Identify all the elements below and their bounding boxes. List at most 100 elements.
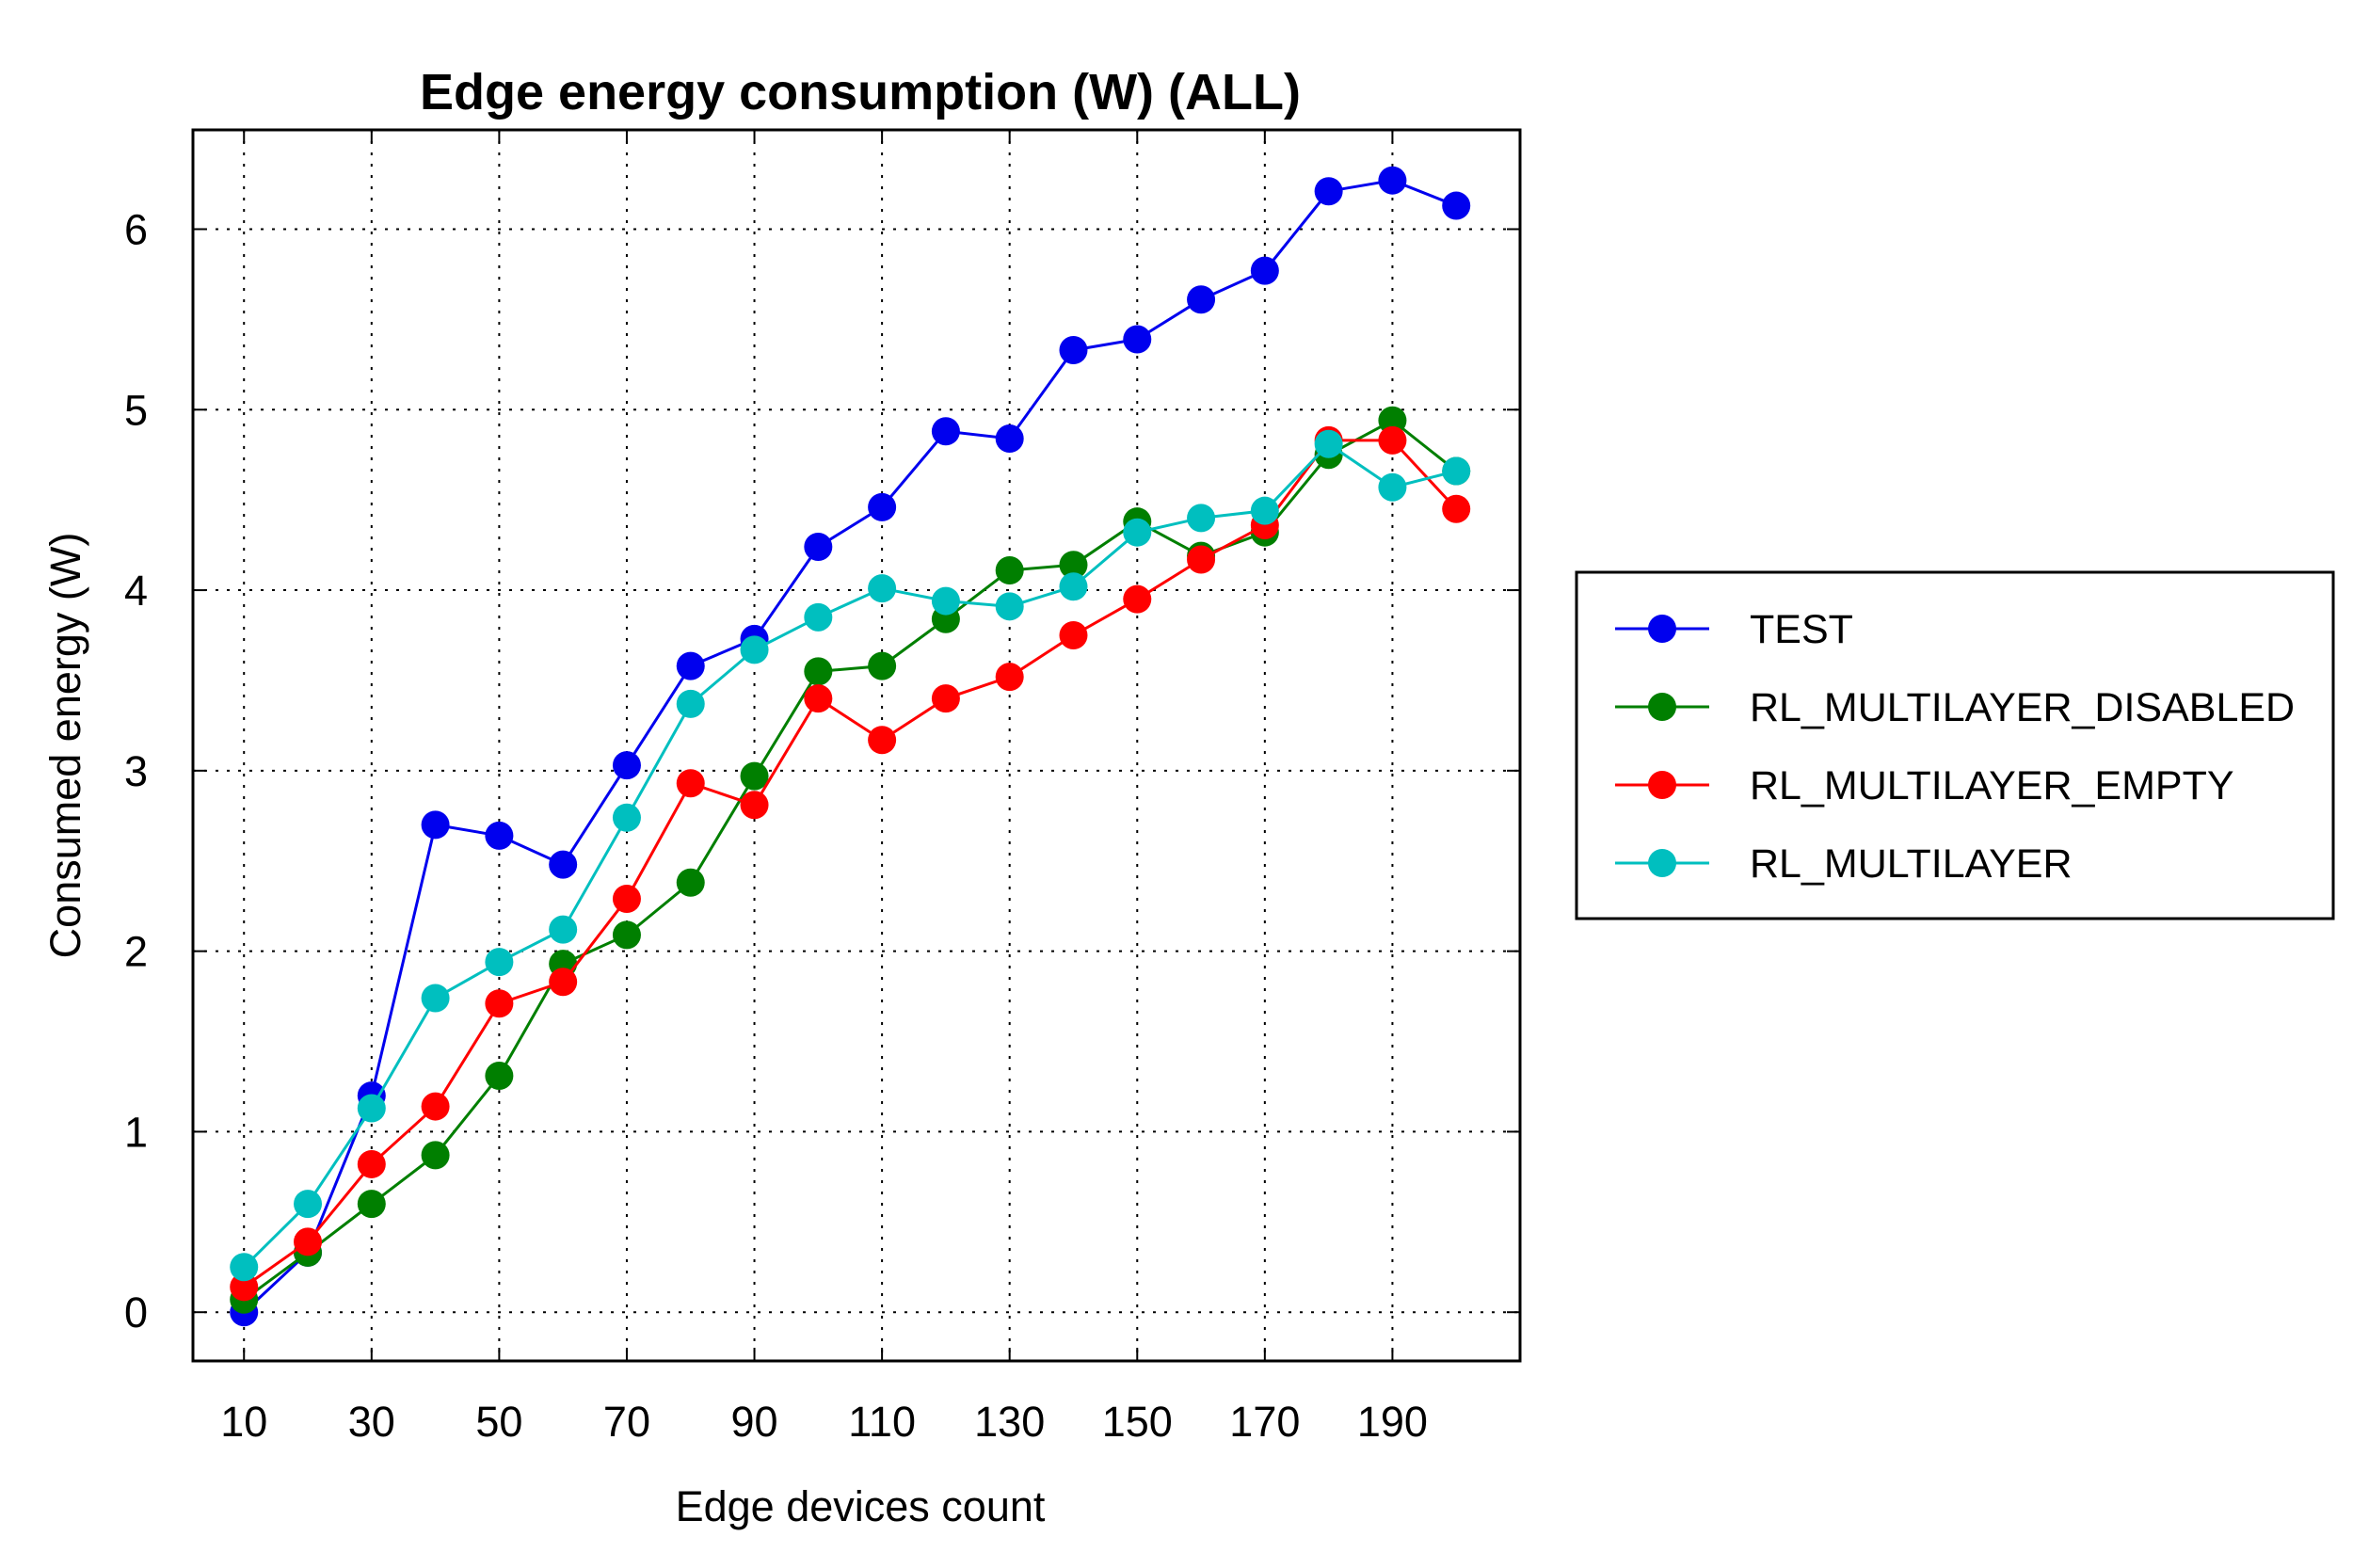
legend-item: RL_MULTILAYER_DISABLED <box>1615 685 2295 730</box>
data-point <box>1378 425 1407 455</box>
data-point <box>868 726 897 755</box>
data-point <box>995 663 1024 692</box>
data-point <box>931 586 960 616</box>
legend-label: RL_MULTILAYER_DISABLED <box>1750 685 2295 730</box>
data-point <box>485 1061 514 1090</box>
data-point <box>1123 518 1152 547</box>
series-group <box>230 166 1471 1327</box>
data-point <box>995 424 1024 453</box>
data-point <box>294 1190 323 1219</box>
data-point <box>676 651 705 680</box>
legend-item: RL_MULTILAYER <box>1615 841 2073 887</box>
data-point <box>357 1094 386 1123</box>
legend-marker <box>1648 693 1676 721</box>
data-point <box>1378 406 1407 435</box>
x-tick-label: 30 <box>348 1398 395 1446</box>
data-point <box>1314 429 1343 458</box>
data-point <box>740 635 769 664</box>
data-point <box>804 533 833 562</box>
data-point <box>485 989 514 1018</box>
legend-item: RL_MULTILAYER_EMPTY <box>1615 763 2234 808</box>
data-point <box>868 651 897 680</box>
y-tick-label: 0 <box>124 1288 148 1336</box>
x-tick-label: 50 <box>475 1398 522 1446</box>
data-point <box>740 791 769 820</box>
data-point <box>676 689 705 718</box>
legend-marker <box>1648 771 1676 799</box>
data-point <box>421 810 450 840</box>
data-point <box>230 1253 259 1282</box>
y-tick-labels: 0 1 2 3 4 5 6 <box>124 205 148 1336</box>
x-tick-label: 110 <box>848 1398 916 1446</box>
data-point <box>1442 456 1471 486</box>
data-point <box>549 968 578 997</box>
plot-frame <box>191 128 1522 1363</box>
data-point <box>421 1141 450 1170</box>
data-point <box>612 803 641 832</box>
legend-label: TEST <box>1750 607 1853 652</box>
legend-item: TEST <box>1615 607 1853 652</box>
data-point <box>804 657 833 686</box>
data-point <box>1059 335 1088 364</box>
data-point <box>357 1149 386 1178</box>
data-point <box>612 920 641 950</box>
y-tick-label: 4 <box>124 567 148 615</box>
data-point <box>1250 496 1279 525</box>
data-point <box>1059 621 1088 650</box>
data-point <box>549 915 578 944</box>
data-point <box>1123 325 1152 354</box>
data-point <box>357 1190 386 1219</box>
data-point <box>1442 191 1471 220</box>
data-point <box>676 868 705 897</box>
data-point <box>1187 504 1216 533</box>
data-point <box>1059 572 1088 601</box>
x-tick-label: 90 <box>731 1398 778 1446</box>
legend-marker <box>1648 849 1676 877</box>
y-tick-label: 1 <box>124 1108 148 1156</box>
data-point <box>1378 166 1407 195</box>
y-axis-label: Consumed energy (W) <box>41 533 89 959</box>
data-point <box>1059 551 1088 580</box>
data-point <box>676 769 705 798</box>
legend-marker <box>1648 615 1676 643</box>
y-tick-label: 5 <box>124 386 148 434</box>
legend-label: RL_MULTILAYER <box>1750 841 2073 887</box>
legend: TEST RL_MULTILAYER_DISABLED RL_MULTILAYER_… <box>1575 570 2335 920</box>
x-tick-label: 130 <box>974 1398 1045 1446</box>
data-point <box>804 602 833 632</box>
data-point <box>868 574 897 603</box>
y-tick-label: 2 <box>124 928 148 976</box>
data-point <box>421 1092 450 1121</box>
x-tick-labels: 10 30 50 70 90 110 130 150 170 190 <box>220 1398 1428 1446</box>
data-point <box>1250 256 1279 285</box>
x-tick-label: 190 <box>1357 1398 1428 1446</box>
data-point <box>421 984 450 1013</box>
data-point <box>931 684 960 713</box>
data-point <box>804 684 833 713</box>
data-point <box>485 948 514 977</box>
data-point <box>1314 177 1343 206</box>
x-tick-label: 150 <box>1102 1398 1173 1446</box>
data-point <box>294 1227 323 1256</box>
data-point <box>995 592 1024 621</box>
data-point <box>740 761 769 791</box>
y-tick-label: 3 <box>124 747 148 795</box>
series-rl-multilayer <box>230 429 1471 1282</box>
data-point <box>549 850 578 879</box>
legend-label: RL_MULTILAYER_EMPTY <box>1750 763 2234 808</box>
data-point <box>931 417 960 446</box>
axis-ticks <box>193 130 1520 1361</box>
data-point <box>230 1272 259 1302</box>
x-tick-label: 70 <box>603 1398 650 1446</box>
data-point <box>1187 545 1216 574</box>
x-axis-label: Edge devices count <box>676 1482 1046 1530</box>
y-tick-label: 6 <box>124 205 148 253</box>
data-point <box>1187 285 1216 314</box>
data-point <box>995 555 1024 584</box>
data-point <box>1378 472 1407 502</box>
data-point <box>868 492 897 521</box>
x-tick-label: 10 <box>220 1398 267 1446</box>
data-point <box>612 751 641 780</box>
data-point <box>1442 494 1471 523</box>
